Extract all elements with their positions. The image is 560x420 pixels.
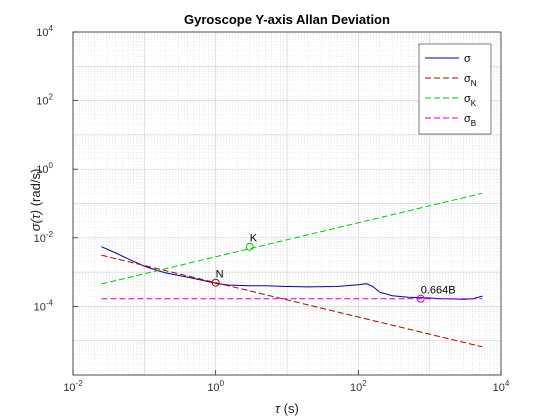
y-tick-label: 102 [36, 93, 53, 108]
x-tick-label: 104 [493, 379, 510, 394]
legend-label-symbol: σ [464, 113, 471, 125]
y-tick-label: 10-4 [34, 298, 54, 313]
y-axis-label: σ(τ) (rad/s) [28, 169, 43, 232]
y-tick-exponent: 0 [49, 161, 54, 170]
y-axis-label-text: (rad/s) [28, 169, 43, 210]
x-tick-label: 100 [207, 379, 224, 394]
legend-label-subscript: N [471, 79, 477, 88]
x-tick-label: 102 [350, 379, 367, 394]
y-tick-exponent: -4 [46, 298, 54, 307]
marker-label-k: K [250, 233, 258, 245]
legend-label: σB [464, 113, 476, 128]
y-axis-label-symbol: σ(τ) [28, 210, 43, 231]
x-axis-label: τ (s) [275, 401, 299, 416]
point-markers: N K 0.664B [211, 233, 456, 303]
x-tick-exponent: -2 [76, 379, 84, 388]
x-tick-exponent: 2 [362, 379, 367, 388]
y-tick-base: 10 [34, 301, 46, 313]
legend-box [418, 43, 492, 135]
x-axis-label-symbol: τ [275, 401, 281, 416]
x-tick-exponent: 0 [220, 379, 225, 388]
y-tick-base: 10 [36, 27, 48, 39]
x-tick-base: 10 [207, 382, 219, 394]
y-tick-base: 10 [34, 233, 46, 245]
x-tick-base: 10 [350, 382, 362, 394]
x-tick-base: 10 [63, 382, 75, 394]
legend-label: σN [464, 73, 477, 88]
plot-frame [72, 31, 502, 376]
x-tick-exponent: 4 [505, 379, 510, 388]
marker-point-n [211, 278, 220, 287]
x-axis-label-text: (s) [280, 401, 299, 416]
y-tick-exponent: 2 [49, 93, 54, 102]
series-line-n [101, 254, 483, 348]
y-tick-exponent: -2 [46, 230, 54, 239]
legend-label-symbol: σ [464, 73, 471, 85]
marker-point-0.664b [416, 294, 425, 303]
chart-title: Gyroscope Y-axis Allan Deviation [184, 12, 390, 27]
legend-label: σK [464, 93, 477, 108]
marker-point-k [245, 242, 254, 251]
y-tick-exponent: 4 [49, 24, 54, 33]
series-line-k [101, 192, 483, 285]
marker-label-n: N [216, 269, 224, 281]
x-tick-label: 10-2 [63, 379, 83, 394]
legend-label-symbol: σ [464, 93, 471, 105]
y-tick-base: 10 [36, 96, 48, 108]
marker-label-0.664b: 0.664B [421, 285, 456, 297]
y-tick-base: 10 [36, 164, 48, 176]
x-tick-base: 10 [493, 382, 505, 394]
data-series [101, 192, 483, 348]
legend-label-subscript: K [471, 99, 477, 108]
y-tick-label: 100 [36, 161, 53, 176]
legend-label-subscript: B [471, 119, 476, 128]
series-line-sigma [101, 246, 483, 300]
y-tick-label: 10-2 [34, 230, 54, 245]
legend-label: σ [464, 53, 471, 65]
legend-label-symbol: σ [464, 53, 471, 65]
y-tick-label: 104 [36, 24, 53, 39]
